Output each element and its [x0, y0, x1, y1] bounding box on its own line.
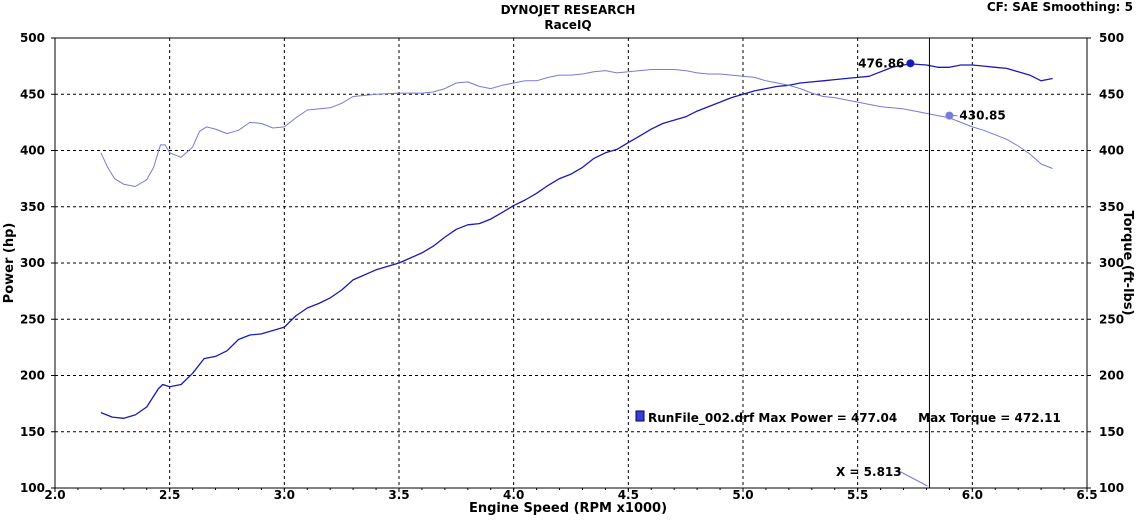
y-right-tick-label: 200: [1099, 369, 1124, 383]
x-tick-label: 6.0: [962, 488, 983, 502]
x-tick-label: 3.0: [274, 488, 295, 502]
chart-title: DYNOJET RESEARCH: [501, 3, 636, 17]
cursor-leader-line: [896, 469, 928, 487]
y-right-tick-label: 250: [1099, 312, 1124, 326]
y-left-tick-label: 500: [20, 31, 45, 45]
x-tick-label: 5.5: [847, 488, 868, 502]
marker-power: [906, 59, 915, 68]
y-left-tick-label: 400: [20, 144, 45, 158]
y-left-tick-label: 100: [20, 481, 45, 495]
y-right-tick-label: 350: [1099, 200, 1124, 214]
cursor-readout: X = 5.813: [836, 465, 902, 479]
y-left-tick-label: 250: [20, 312, 45, 326]
y-left-tick-label: 300: [20, 256, 45, 270]
y-right-tick-label: 500: [1099, 31, 1124, 45]
x-tick-label: 4.5: [618, 488, 639, 502]
marker-label-torque: 430.85: [959, 109, 1005, 123]
chart-subtitle: RaceIQ: [544, 18, 591, 32]
series-lines: [100, 38, 1053, 488]
axis-ticks: 2.0 2.5 3.0 3.5 4.0 4.5 5.0 5.5 6.0 6.51001502002…: [20, 31, 1124, 502]
x-axis-label: Engine Speed (RPM x1000): [469, 501, 667, 516]
series-line-torque: [100, 69, 1053, 187]
grid: [55, 38, 1087, 488]
y-right-tick-label: 100: [1099, 481, 1124, 495]
legend-text: RunFile_002.drf Max Power = 477.04 Max T…: [648, 411, 1061, 426]
x-tick-label: 2.5: [159, 488, 180, 502]
y-right-tick-label: 150: [1099, 425, 1124, 439]
series-line-power: [100, 63, 1053, 419]
y-left-tick-label: 350: [20, 200, 45, 214]
x-tick-label: 2.0: [44, 488, 65, 502]
x-tick-label: 4.0: [503, 488, 524, 502]
value-markers: 476.86 430.85: [858, 56, 1006, 122]
marker-label-power: 476.86: [858, 56, 904, 70]
y-left-tick-label: 450: [20, 87, 45, 101]
y-left-tick-label: 200: [20, 369, 45, 383]
legend-swatch: [635, 410, 645, 422]
y-axis-right-label: Torque (ft-lbs): [1120, 210, 1135, 315]
y-right-tick-label: 400: [1099, 144, 1124, 158]
y-right-tick-label: 450: [1099, 87, 1124, 101]
x-tick-label: 3.5: [388, 488, 409, 502]
x-tick-label: 5.0: [732, 488, 753, 502]
plot-frame: [54, 37, 1088, 489]
y-axis-left-label: Power (hp): [2, 223, 17, 304]
y-right-tick-label: 300: [1099, 256, 1124, 270]
correction-factor-label: CF: SAE Smoothing: 5: [987, 0, 1133, 14]
y-left-tick-label: 150: [20, 425, 45, 439]
x-tick-label: 6.5: [1076, 488, 1097, 502]
